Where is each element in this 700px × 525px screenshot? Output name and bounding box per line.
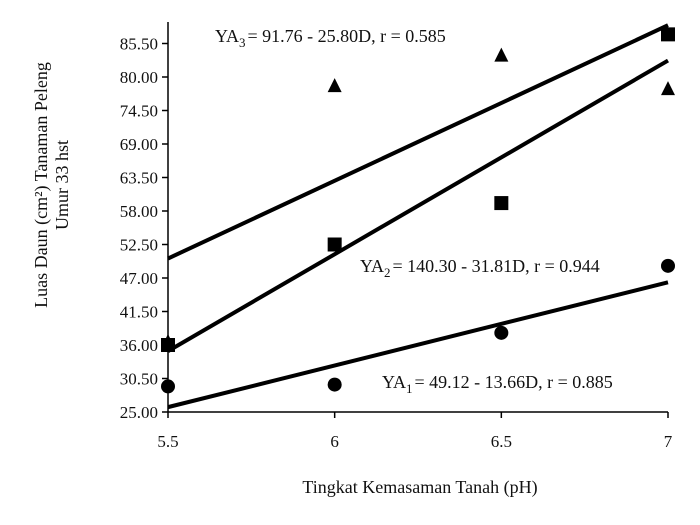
y-tick-label: 58.00: [120, 202, 158, 221]
regression-line-2: [166, 58, 670, 353]
y-tick-label: 69.00: [120, 135, 158, 154]
circle-point: [327, 377, 342, 392]
y-tick-label: 74.50: [120, 102, 158, 121]
x-tick-label: 6.5: [491, 432, 512, 451]
square-point: [327, 237, 342, 252]
y-axis-title-line-1: Luas Daun (cm²) Tanaman Peleng: [31, 62, 52, 308]
y-tick-label: 52.50: [120, 236, 158, 255]
equation-subscript: 2: [384, 265, 391, 280]
square-point: [494, 196, 509, 211]
square-point: [661, 27, 675, 42]
y-tick-label: 63.50: [120, 169, 158, 188]
equation-label-2: YA2 = 140.30 - 31.81D, r = 0.944: [360, 256, 600, 280]
y-tick-label: 85.50: [120, 35, 158, 54]
equation-rhs: = 140.30 - 31.81D, r = 0.944: [393, 256, 600, 276]
triangle-point: [661, 81, 675, 96]
triangle-point: [494, 47, 509, 62]
axis-titles: Tingkat Kemasaman Tanah (pH) Luas Daun (…: [31, 62, 538, 498]
data-points: [161, 27, 675, 394]
y-tick-label: 41.50: [120, 303, 158, 322]
x-tick-label: 7: [664, 432, 673, 451]
circle-point: [494, 325, 509, 340]
circle-point: [661, 258, 675, 273]
axes: 25.00 30.50 36.00 41.50 47.00 52.50 58.00 63.50…: [120, 22, 673, 451]
equation-subscript: 1: [406, 381, 413, 396]
equation-rhs: = 91.76 - 25.80D, r = 0.585: [248, 26, 446, 46]
equation-label-3: YA3 = 91.76 - 25.80D, r = 0.585: [215, 26, 446, 50]
equation-lhs: YA: [382, 372, 406, 392]
y-tick-label: 80.00: [120, 68, 158, 87]
x-axis-title: Tingkat Kemasaman Tanah (pH): [302, 477, 537, 498]
regression-line-3: [167, 23, 669, 261]
triangle-point: [161, 333, 175, 348]
y-tick-label: 30.50: [120, 370, 158, 389]
equation-lhs: YA: [360, 256, 384, 276]
equation-label-1: YA1 = 49.12 - 13.66D, r = 0.885: [382, 372, 613, 396]
y-tick-label: 47.00: [120, 269, 158, 288]
x-tick-label: 5.5: [157, 432, 178, 451]
equation-rhs: = 49.12 - 13.66D, r = 0.885: [415, 372, 613, 392]
y-tick-label: 25.00: [120, 403, 158, 422]
x-tick-label: 6: [330, 432, 339, 451]
regression-line-1: [167, 280, 669, 410]
equation-subscript: 3: [239, 35, 246, 50]
equation-lhs: YA: [215, 26, 239, 46]
y-axis-title-line-2: Umur 33 hst: [52, 140, 72, 230]
regression-lines: [166, 23, 670, 410]
circle-point: [161, 379, 175, 394]
triangle-point: [327, 78, 342, 93]
y-tick-label: 36.00: [120, 336, 158, 355]
